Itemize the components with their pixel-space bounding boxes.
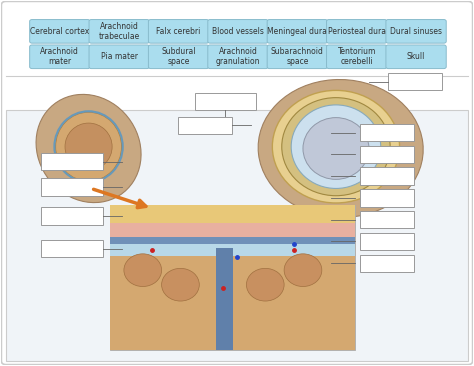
Ellipse shape	[282, 98, 390, 196]
Ellipse shape	[258, 79, 423, 217]
FancyBboxPatch shape	[359, 124, 414, 141]
FancyBboxPatch shape	[267, 19, 328, 43]
FancyBboxPatch shape	[178, 116, 232, 134]
Text: Falx cerebri: Falx cerebri	[156, 27, 201, 36]
FancyBboxPatch shape	[359, 255, 414, 272]
FancyBboxPatch shape	[386, 19, 446, 43]
FancyBboxPatch shape	[30, 45, 90, 68]
Ellipse shape	[55, 112, 121, 181]
FancyBboxPatch shape	[386, 45, 446, 68]
Text: Cerebral cortex: Cerebral cortex	[30, 27, 90, 36]
FancyBboxPatch shape	[6, 111, 468, 361]
FancyBboxPatch shape	[148, 45, 209, 68]
Ellipse shape	[284, 254, 322, 287]
FancyBboxPatch shape	[110, 255, 355, 350]
Ellipse shape	[124, 254, 162, 287]
FancyBboxPatch shape	[208, 19, 268, 43]
FancyBboxPatch shape	[41, 178, 103, 196]
Ellipse shape	[273, 90, 400, 203]
Text: Arachnoid
granulation: Arachnoid granulation	[216, 47, 260, 67]
Ellipse shape	[162, 268, 199, 301]
FancyBboxPatch shape	[30, 19, 90, 43]
Ellipse shape	[65, 123, 112, 170]
FancyBboxPatch shape	[388, 73, 442, 90]
Text: Arachnoid
mater: Arachnoid mater	[40, 47, 79, 67]
Text: Subdural
space: Subdural space	[161, 47, 196, 67]
Ellipse shape	[36, 94, 141, 203]
FancyBboxPatch shape	[41, 153, 103, 170]
Text: Pia mater: Pia mater	[100, 52, 137, 61]
FancyBboxPatch shape	[359, 167, 414, 185]
FancyBboxPatch shape	[267, 45, 328, 68]
Text: Subarachnoid
space: Subarachnoid space	[271, 47, 324, 67]
FancyBboxPatch shape	[327, 45, 387, 68]
FancyBboxPatch shape	[41, 240, 103, 257]
FancyBboxPatch shape	[110, 205, 355, 350]
FancyBboxPatch shape	[110, 237, 355, 245]
FancyBboxPatch shape	[89, 45, 149, 68]
FancyBboxPatch shape	[359, 211, 414, 228]
Ellipse shape	[291, 105, 381, 188]
FancyBboxPatch shape	[208, 45, 268, 68]
FancyBboxPatch shape	[110, 205, 355, 225]
FancyBboxPatch shape	[41, 207, 103, 225]
FancyBboxPatch shape	[148, 19, 209, 43]
FancyBboxPatch shape	[359, 146, 414, 163]
FancyBboxPatch shape	[195, 93, 256, 111]
FancyBboxPatch shape	[89, 19, 149, 43]
Ellipse shape	[303, 117, 369, 179]
Text: Tentorium
cerebelli: Tentorium cerebelli	[337, 47, 376, 67]
FancyBboxPatch shape	[359, 189, 414, 207]
Text: Blood vessels: Blood vessels	[212, 27, 264, 36]
FancyBboxPatch shape	[359, 233, 414, 250]
Text: Meningeal dura: Meningeal dura	[267, 27, 327, 36]
FancyBboxPatch shape	[110, 223, 355, 239]
FancyBboxPatch shape	[216, 249, 233, 350]
Text: Arachnoid
trabeculae: Arachnoid trabeculae	[99, 22, 140, 41]
FancyBboxPatch shape	[110, 244, 355, 257]
Text: Periosteal dura: Periosteal dura	[328, 27, 386, 36]
Ellipse shape	[246, 268, 284, 301]
Text: Dural sinuses: Dural sinuses	[390, 27, 442, 36]
Text: Skull: Skull	[407, 52, 425, 61]
FancyBboxPatch shape	[327, 19, 387, 43]
